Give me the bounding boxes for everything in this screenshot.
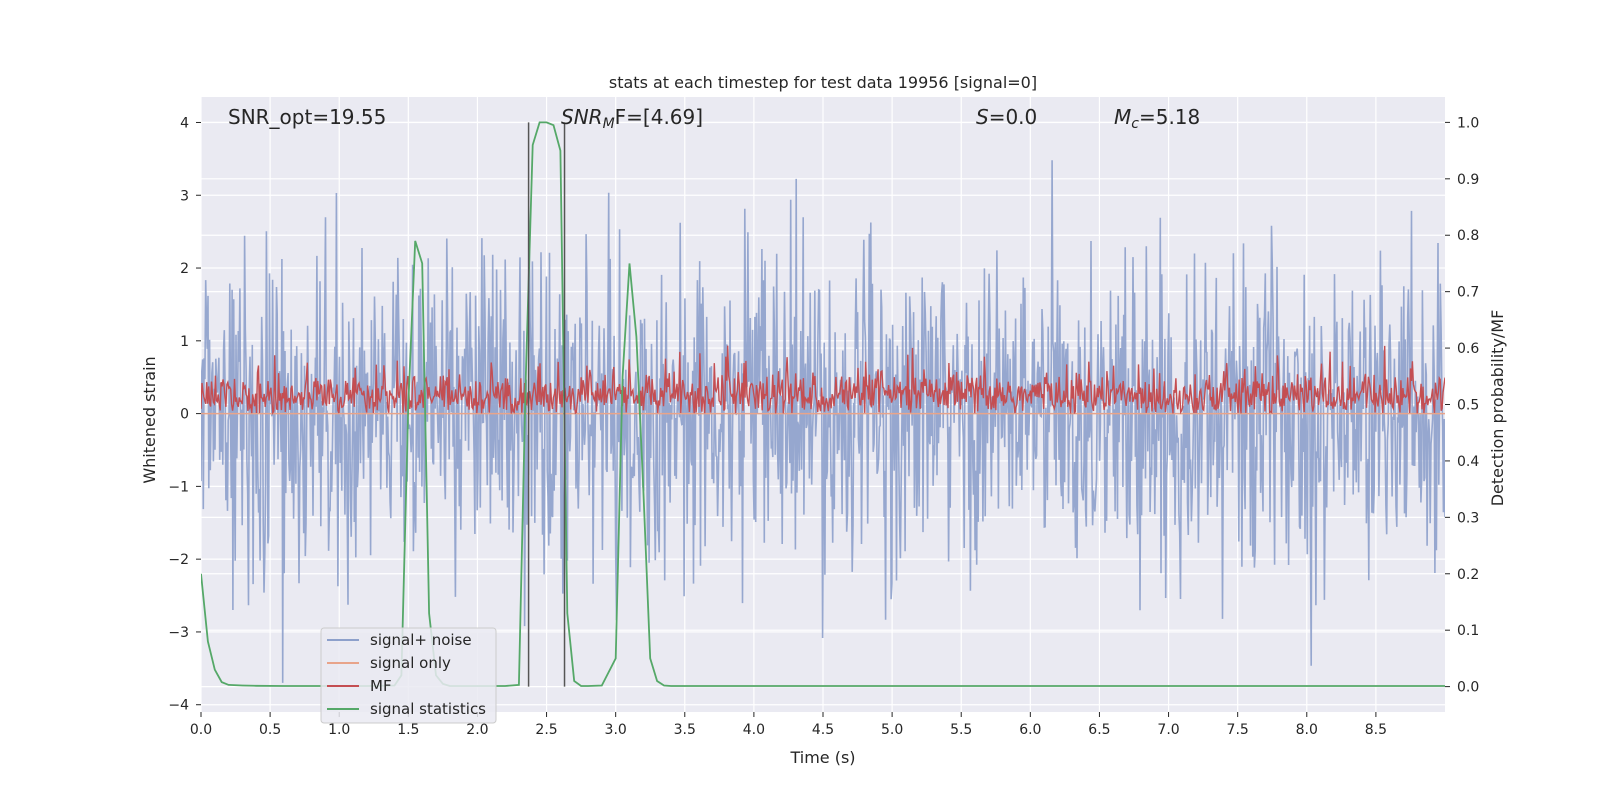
y2-tick-label: 0.5 xyxy=(1457,398,1479,414)
y-tick-label: 4 xyxy=(180,115,189,131)
x-tick-label: 5.5 xyxy=(950,722,972,738)
annotation-snr-mf: SNRMF=[4.69] xyxy=(561,105,703,132)
y2-tick-label: 0.7 xyxy=(1457,285,1479,301)
y2-tick-label: 0.8 xyxy=(1457,228,1479,244)
vertical-markers xyxy=(527,122,566,687)
x-tick-label: 0.5 xyxy=(259,722,281,738)
x-tick-label: 3.0 xyxy=(605,722,627,738)
y-tick-label: 1 xyxy=(180,334,189,350)
legend-label-mf: MF xyxy=(370,677,392,695)
x-axis-label: Time (s) xyxy=(789,748,855,767)
legend: signal+ noise signal only MF signal stat… xyxy=(320,627,497,724)
s-value: =0.0 xyxy=(989,105,1038,129)
y2-tick-label: 0.3 xyxy=(1457,510,1479,526)
y2-tick-label: 0.9 xyxy=(1457,172,1479,188)
x-tick-label: 6.0 xyxy=(1019,722,1041,738)
y2-axis-ticks: 1.0 0.9 0.8 0.7 0.6 0.5 0.4 0.3 0.2 0.1 0.0 xyxy=(1445,115,1479,696)
x-tick-label: 3.5 xyxy=(674,722,696,738)
annotation-s: S=0.0 xyxy=(976,105,1037,129)
y-tick-label: −1 xyxy=(168,479,189,495)
mc-value: =5.18 xyxy=(1139,105,1200,129)
y2-tick-label: 0.2 xyxy=(1457,567,1479,583)
s-symbol: S xyxy=(976,105,989,129)
series-layer xyxy=(201,121,1445,687)
y-tick-label: 3 xyxy=(180,188,189,204)
x-tick-label: 4.5 xyxy=(812,722,834,738)
y-tick-label: 0 xyxy=(180,407,189,423)
legend-label-signal-statistics: signal statistics xyxy=(370,700,486,718)
x-tick-label: 7.5 xyxy=(1227,722,1249,738)
y-tick-label: −4 xyxy=(168,698,189,714)
x-tick-label: 2.5 xyxy=(535,722,557,738)
y-tick-label: 2 xyxy=(180,261,189,277)
chart-title: stats at each timestep for test data 199… xyxy=(609,73,1037,92)
annotation-mc: Mc=5.18 xyxy=(1114,105,1200,132)
y2-tick-label: 0.0 xyxy=(1457,680,1479,696)
y-tick-label: −2 xyxy=(168,552,189,568)
legend-box xyxy=(320,627,497,724)
mc-symbol: M xyxy=(1114,105,1131,129)
y2-tick-label: 0.1 xyxy=(1457,623,1479,639)
y-axis-label: Whitened strain xyxy=(140,356,159,483)
x-tick-label: 2.0 xyxy=(466,722,488,738)
y2-tick-label: 0.6 xyxy=(1457,341,1479,357)
legend-label-signal-only: signal only xyxy=(370,654,451,672)
x-tick-label: 4.0 xyxy=(743,722,765,738)
x-tick-label: 5.0 xyxy=(881,722,903,738)
y-tick-label: −3 xyxy=(168,625,189,641)
legend-label-signal-noise: signal+ noise xyxy=(370,631,472,649)
x-tick-label: 0.0 xyxy=(190,722,212,738)
snr-mf-symbol: SNR xyxy=(561,105,603,129)
x-tick-label: 7.0 xyxy=(1157,722,1179,738)
x-axis-ticks: 0.0 0.5 1.0 1.5 2.0 2.5 3.0 3.5 4.0 4.5 5.0 5.5 6.0 6… xyxy=(190,712,1387,738)
x-tick-label: 1.5 xyxy=(397,722,419,738)
y2-axis-label: Detection probability/MF xyxy=(1488,310,1507,507)
snr-mf-value: F=[4.69] xyxy=(615,105,703,129)
annotation-snr-opt: SNR_opt=19.55 xyxy=(228,105,386,129)
x-tick-label: 6.5 xyxy=(1088,722,1110,738)
mc-subscript: c xyxy=(1131,116,1139,132)
x-tick-label: 8.0 xyxy=(1296,722,1318,738)
y-axis-ticks: 4 3 2 1 0 −1 −2 −3 −4 xyxy=(168,115,201,714)
x-tick-label: 1.0 xyxy=(328,722,350,738)
y2-tick-label: 0.4 xyxy=(1457,454,1479,470)
y2-tick-label: 1.0 xyxy=(1457,115,1479,131)
snr-mf-subscript: M xyxy=(603,116,615,132)
x-tick-label: 8.5 xyxy=(1365,722,1387,738)
